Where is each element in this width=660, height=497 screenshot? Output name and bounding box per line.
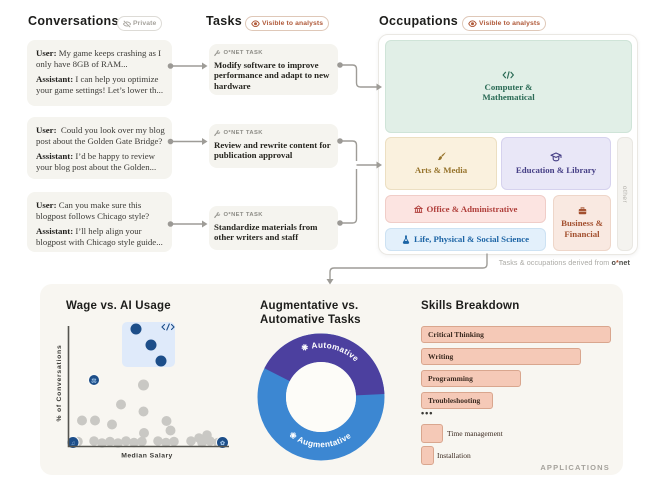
svg-text:% of Conversations: % of Conversations <box>56 345 63 422</box>
svg-text:♫: ♫ <box>71 441 76 447</box>
svg-text:Median Salary: Median Salary <box>121 453 173 460</box>
svg-text:⚖: ⚖ <box>91 378 97 385</box>
svg-text:✿: ✿ <box>220 440 225 447</box>
